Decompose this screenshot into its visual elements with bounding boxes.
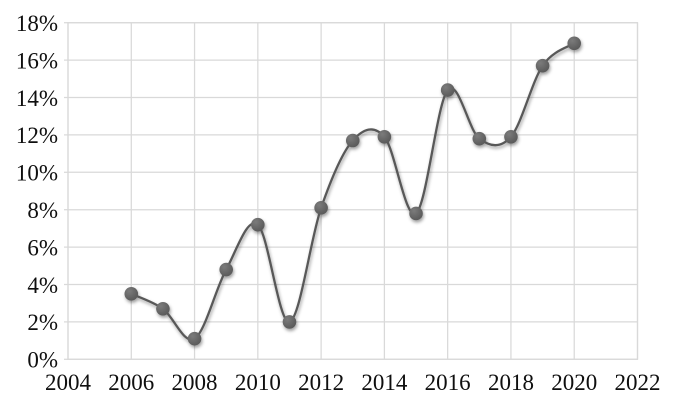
data-point-marker-2020	[567, 36, 582, 51]
y-axis-tick-label: 10%	[16, 161, 58, 186]
x-axis-tick-label: 2014	[361, 370, 408, 395]
x-axis-tick-label: 2010	[235, 370, 281, 395]
y-axis-tick-label: 2%	[27, 310, 58, 335]
x-axis-tick-label: 2018	[488, 370, 534, 395]
data-series-group	[124, 36, 582, 346]
data-point-marker-2009	[219, 262, 233, 277]
y-axis-tick-label: 16%	[16, 48, 58, 73]
data-point-marker-2007	[156, 302, 170, 316]
y-axis-labels: 0% 2% 4% 6% 8% 10% 12% 14% 16% 18%	[16, 11, 58, 373]
data-point-marker-2008	[187, 331, 202, 346]
data-point-marker-2016	[440, 83, 455, 97]
x-axis-tick-label: 2022	[615, 370, 661, 395]
data-point-marker-2018	[504, 129, 518, 144]
plot-area-border	[67, 22, 639, 360]
x-axis-tick-label: 2012	[298, 370, 344, 395]
x-axis-tick-label: 2020	[551, 370, 597, 395]
data-point-marker-2019	[535, 58, 550, 73]
y-axis-tick-label: 6%	[27, 235, 58, 260]
y-axis-tick-label: 4%	[27, 273, 58, 298]
x-axis-tick-label: 2004	[45, 370, 92, 395]
x-axis-tick-label: 2008	[172, 370, 218, 395]
data-point-marker-2017	[472, 131, 487, 146]
data-point-marker-2006	[124, 287, 139, 301]
data-point-marker-2013	[345, 133, 360, 148]
y-axis-tick-label: 14%	[16, 86, 58, 111]
y-axis-tick-label: 12%	[16, 123, 58, 148]
y-axis-tick-label: 18%	[16, 11, 58, 36]
x-axis-tick-label: 2016	[425, 370, 471, 395]
data-point-marker-2014	[377, 129, 392, 144]
data-point-marker-2010	[251, 217, 265, 232]
data-point-marker-2012	[314, 201, 328, 215]
data-point-marker-2011	[282, 315, 297, 329]
x-axis-labels: 2004 2006 2008 2010 2012 2014 2016 2018 2020 2022	[45, 370, 661, 395]
data-point-marker-2015	[409, 206, 423, 221]
x-axis-tick-label: 2006	[108, 370, 154, 395]
y-axis-tick-label: 8%	[27, 198, 58, 223]
y-axis-tick-label: 0%	[27, 348, 58, 373]
